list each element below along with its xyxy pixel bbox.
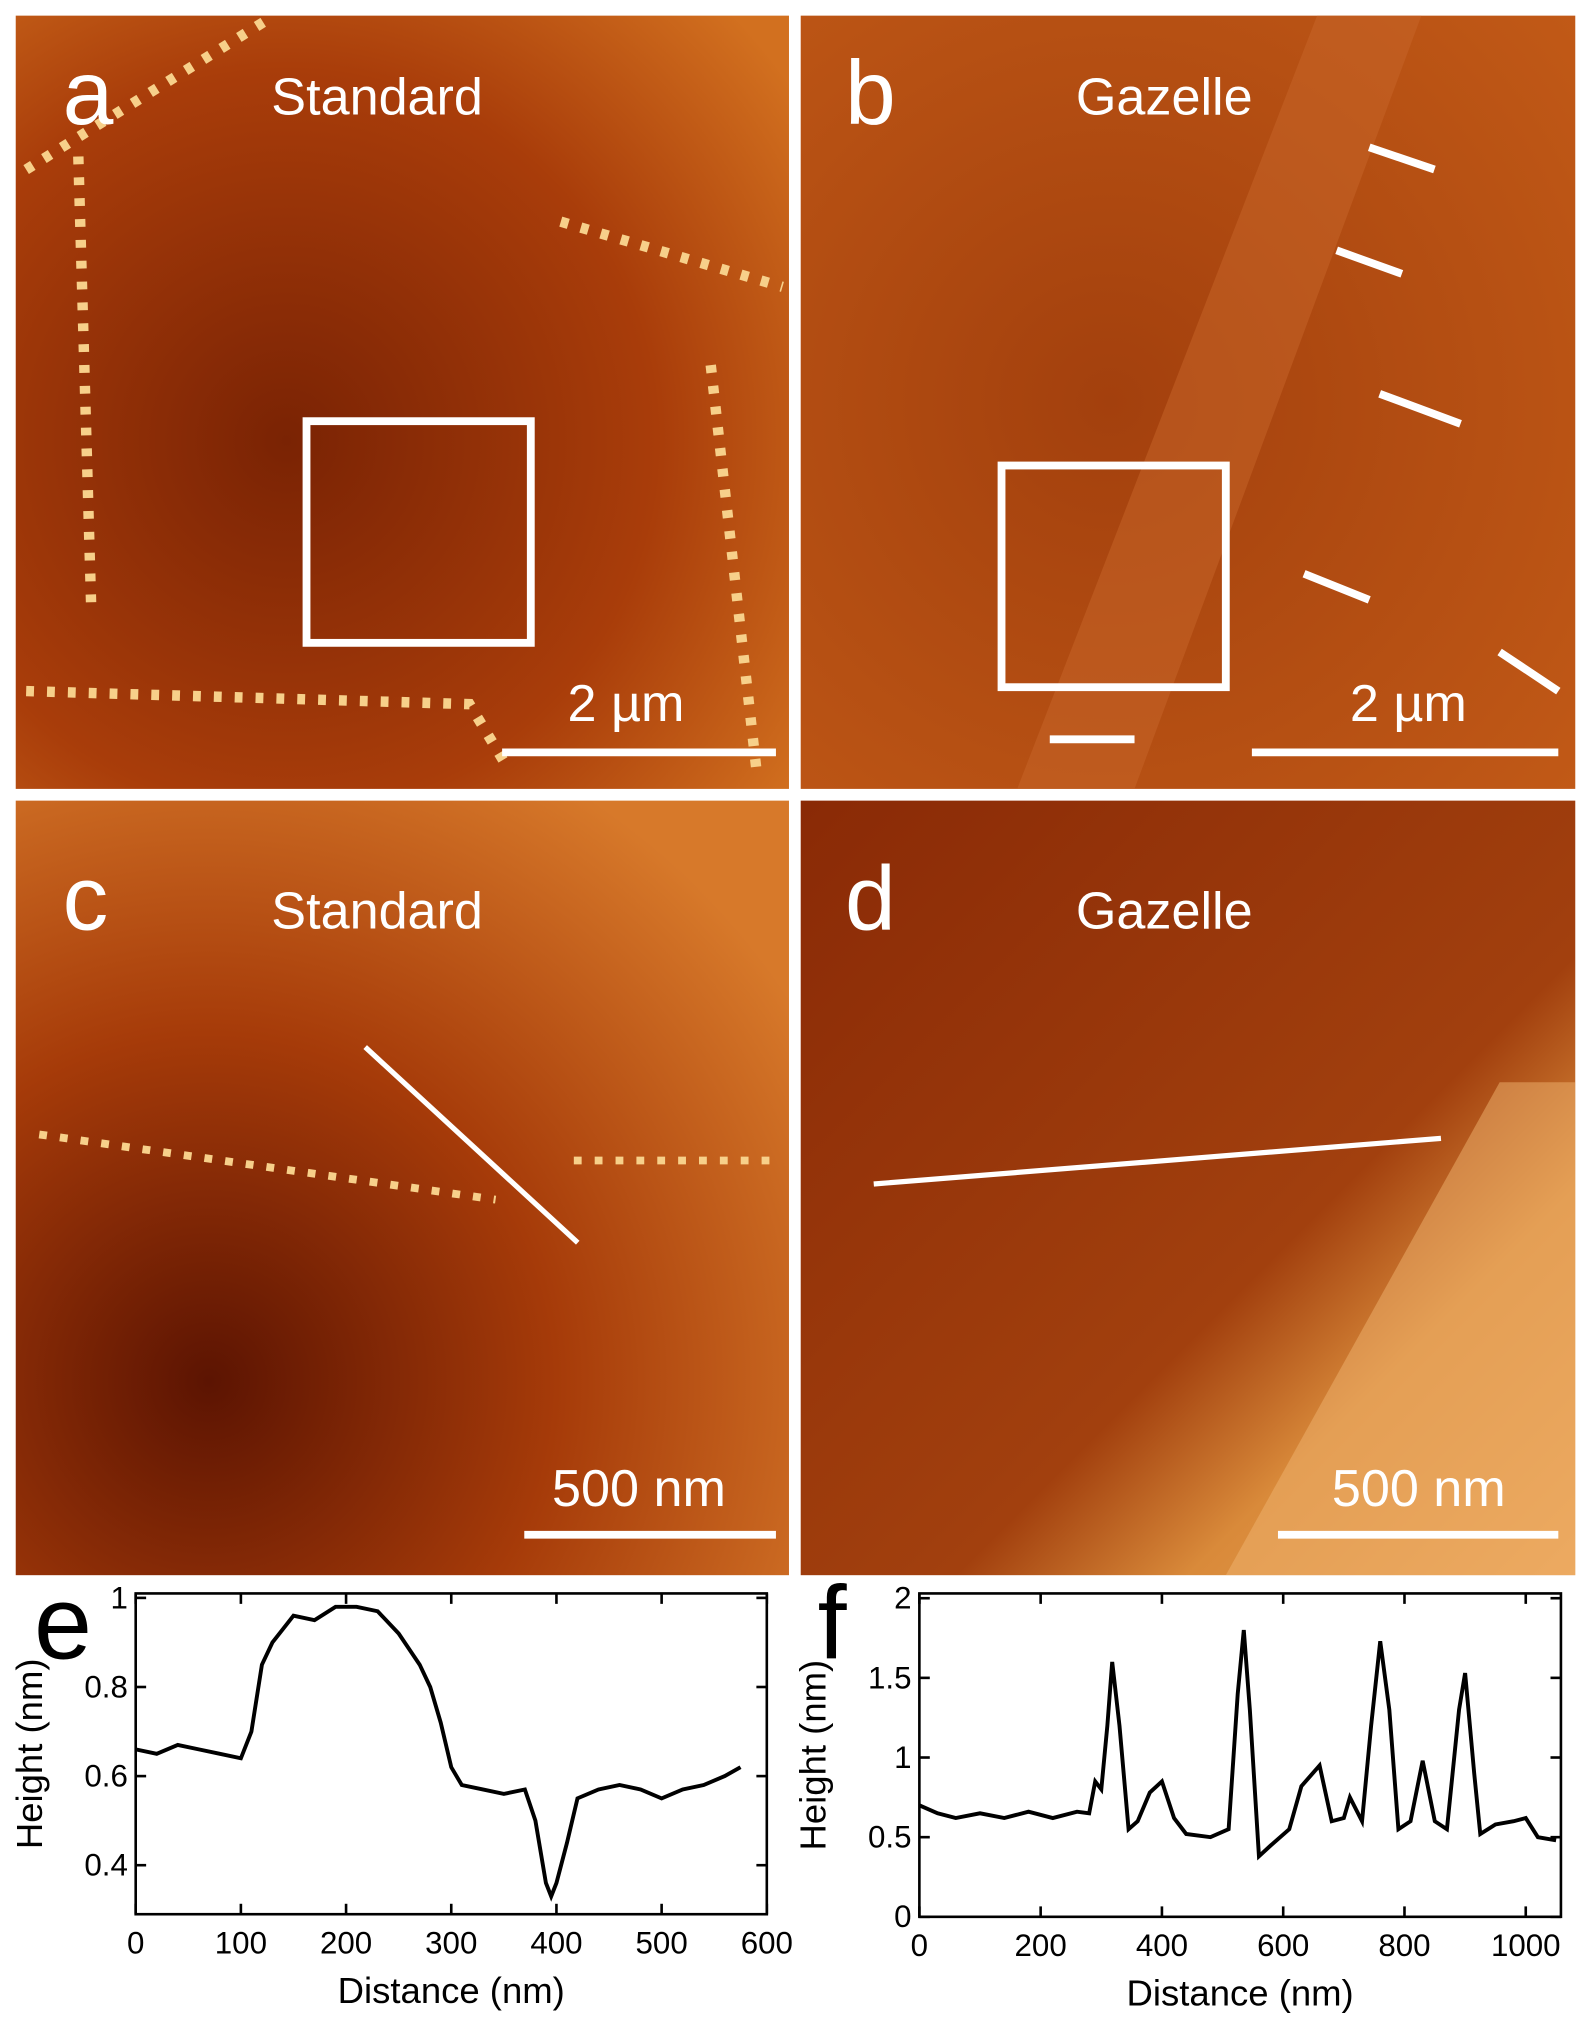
scale-label: 500 nm <box>1332 1460 1506 1518</box>
x-tick-label: 400 <box>530 1925 582 1960</box>
y-tick-label: 2 <box>894 1581 911 1616</box>
y-axis-label: Height (nm) <box>792 1660 833 1851</box>
panel-title: Standard <box>271 69 483 127</box>
terrace <box>1225 1082 1576 1576</box>
x-tick-label: 600 <box>1257 1928 1309 1963</box>
x-axis-label: Distance (nm) <box>338 1970 565 2011</box>
x-tick-label: 500 <box>636 1925 688 1960</box>
x-tick-label: 200 <box>320 1925 372 1960</box>
y-axis-label: Height (nm) <box>9 1658 50 1849</box>
x-tick-label: 800 <box>1378 1928 1430 1963</box>
scale-label: 2 µm <box>1350 675 1467 733</box>
terrace <box>1017 15 1422 789</box>
fiber <box>705 364 762 770</box>
scale-label: 500 nm <box>552 1460 726 1518</box>
scale-label: 2 µm <box>568 675 685 733</box>
profile-line <box>363 1045 580 1245</box>
afm-image <box>15 800 789 1576</box>
x-tick-label: 600 <box>741 1925 793 1960</box>
y-tick-label: 0.4 <box>84 1848 128 1883</box>
plot-frame <box>134 1592 769 1916</box>
x-tick-label: 0 <box>911 1928 928 1963</box>
fiber <box>23 11 277 174</box>
panel-title: Gazelle <box>1076 69 1253 127</box>
x-axis-label: Distance (nm) <box>1127 1972 1354 2013</box>
y-tick-label: 0 <box>894 1899 911 1934</box>
panel-letter: b <box>845 42 896 144</box>
fiber <box>38 1130 497 1204</box>
x-tick-label: 0 <box>127 1925 144 1960</box>
fiber <box>26 685 514 773</box>
y-tick-label: 0.6 <box>84 1759 128 1794</box>
afm-image <box>15 15 789 789</box>
data-line <box>135 1604 742 1902</box>
x-tick-label: 1000 <box>1491 1928 1561 1963</box>
panel-title: Standard <box>271 882 483 940</box>
panel-letter: c <box>63 848 109 950</box>
y-tick-label: 1.5 <box>868 1660 912 1695</box>
y-tick-label: 0.8 <box>84 1669 128 1704</box>
zoom-box <box>302 417 535 647</box>
fiber <box>73 156 97 614</box>
fibers <box>23 11 784 1204</box>
panel-letter: f <box>818 1566 848 1682</box>
profile-line <box>873 1135 1442 1187</box>
overlays <box>302 143 1561 1539</box>
panel-title: Gazelle <box>1076 882 1253 940</box>
x-tick-label: 100 <box>215 1925 267 1960</box>
panel-letter: a <box>63 42 114 144</box>
x-tick-label: 300 <box>425 1925 477 1960</box>
x-tick-label: 200 <box>1015 1928 1067 1963</box>
plot-frame <box>918 1592 1563 1919</box>
data-line <box>918 1629 1557 1861</box>
fiber <box>559 216 784 292</box>
panel-letter: d <box>845 848 896 950</box>
y-tick-label: 0.5 <box>868 1820 912 1855</box>
x-tick-label: 400 <box>1136 1928 1188 1963</box>
y-tick-label: 1 <box>110 1580 127 1615</box>
zoom-box <box>997 461 1230 692</box>
y-tick-label: 1 <box>894 1740 911 1775</box>
arrows <box>1049 143 1561 744</box>
panel-letter: e <box>34 1566 92 1682</box>
